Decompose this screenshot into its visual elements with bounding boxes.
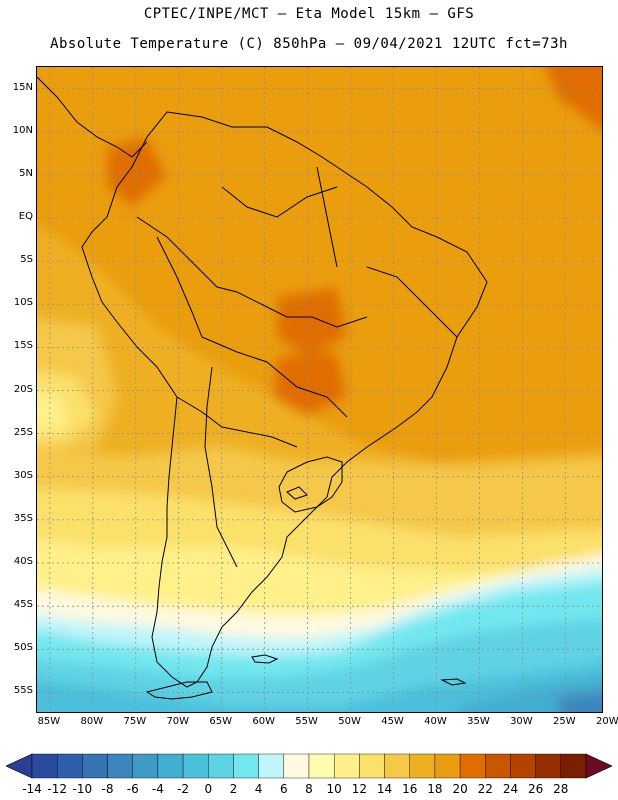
colorbar-swatch: [182, 753, 209, 779]
longitude-label: 20W: [595, 716, 618, 727]
longitude-label: 70W: [166, 716, 190, 727]
colorbar-tick-label: 0: [204, 782, 213, 796]
colorbar-tick-label: 18: [427, 782, 443, 796]
longitude-label: 65W: [209, 716, 233, 727]
colorbar-tick-label: 10: [326, 782, 342, 796]
colorbar-tick-label: 12: [351, 782, 367, 796]
colorbar-tick-label: 26: [527, 782, 544, 796]
colorbar-tick-label: 2: [229, 782, 238, 796]
colorbar-tick-label: 14: [376, 782, 393, 796]
colorbar-tick-label: 4: [254, 782, 263, 796]
latitude-label: 40S: [13, 556, 33, 568]
longitude-label: 25W: [553, 716, 576, 727]
colorbar-tick-label: -14: [22, 782, 42, 796]
colorbar-swatch: [157, 753, 184, 779]
colorbar-swatch: [56, 753, 83, 779]
latitude-label: 10S: [13, 297, 33, 309]
colorbar-swatch: [459, 753, 486, 779]
colorbar-tick-label: -2: [177, 782, 190, 796]
colorbar-swatch: [560, 753, 587, 779]
colorbar-min-arrow: [6, 753, 33, 779]
colorbar-tick-label: -6: [126, 782, 139, 796]
longitude-label: 40W: [424, 716, 447, 727]
latitude-label: EQ: [18, 210, 33, 222]
longitude-label: 60W: [252, 716, 275, 727]
latitude-label: 45S: [13, 599, 33, 611]
map-subtitle: Absolute Temperature (C) 850hPa – 09/04/…: [50, 36, 568, 52]
colorbar-swatch: [535, 753, 562, 779]
colorbar-swatch: [434, 753, 461, 779]
colorbar-swatch: [384, 753, 410, 779]
colorbar-tick-label: -10: [72, 782, 93, 796]
map-title: CPTEC/INPE/MCT – Eta Model 15km – GFS: [143, 6, 475, 22]
latitude-label: 15N: [12, 81, 33, 93]
latitude-label: 20S: [13, 383, 33, 395]
colorbar-swatch: [132, 753, 159, 779]
latitude-label: 10N: [12, 124, 33, 136]
colorbar-max-arrow: [585, 753, 612, 779]
temperature-map: [36, 66, 603, 713]
colorbar-swatch: [485, 753, 511, 779]
color-scale-bar: [6, 753, 612, 779]
colorbar-swatch: [409, 753, 436, 779]
colorbar-tick-label: 22: [477, 782, 493, 796]
latitude-label: 50S: [13, 642, 33, 654]
colorbar-tick-label: -12: [47, 782, 67, 796]
colorbar-swatch: [82, 753, 108, 779]
colorbar-tick-label: 24: [502, 782, 519, 796]
colorbar-swatch: [308, 753, 335, 779]
colorbar-tick-label: -4: [151, 782, 164, 796]
colorbar-tick-label: -8: [101, 782, 114, 796]
temperature-field: [37, 67, 602, 712]
latitude-label: 15S: [13, 340, 33, 352]
latitude-label: 5N: [19, 167, 33, 179]
latitude-label: 55S: [13, 685, 33, 697]
colorbar-tick-label: 20: [452, 782, 468, 796]
temperature-bands: [37, 67, 602, 712]
colorbar-swatch: [233, 753, 259, 779]
latitude-label: 30S: [13, 469, 33, 481]
coastlines: [37, 76, 488, 700]
colorbar-tick-label: 28: [553, 782, 569, 796]
colorbar-swatch: [283, 753, 310, 779]
longitude-label: 45W: [381, 716, 404, 727]
colorbar-tick-label: 6: [279, 782, 288, 796]
colorbar-swatch: [107, 753, 133, 779]
colorbar-swatch: [333, 753, 360, 779]
longitude-label: 35W: [467, 716, 490, 727]
longitude-label: 55W: [295, 716, 318, 727]
longitude-label: 80W: [80, 716, 104, 727]
longitude-label: 85W: [37, 716, 61, 727]
colorbar-swatch: [510, 753, 536, 779]
colorbar-tick-label: 8: [305, 782, 313, 796]
colorbar-swatch: [208, 753, 234, 779]
colorbar-swatch: [258, 753, 285, 779]
longitude-label: 50W: [338, 716, 361, 727]
longitude-label: 75W: [123, 716, 147, 727]
latitude-label: 5S: [20, 254, 33, 266]
colorbar-swatch: [359, 753, 385, 779]
colorbar-tick-label: 16: [402, 782, 418, 796]
colorbar-swatch: [31, 753, 58, 779]
latitude-label: 25S: [13, 426, 33, 438]
longitude-label: 30W: [510, 716, 533, 727]
latitude-label: 35S: [13, 512, 33, 524]
